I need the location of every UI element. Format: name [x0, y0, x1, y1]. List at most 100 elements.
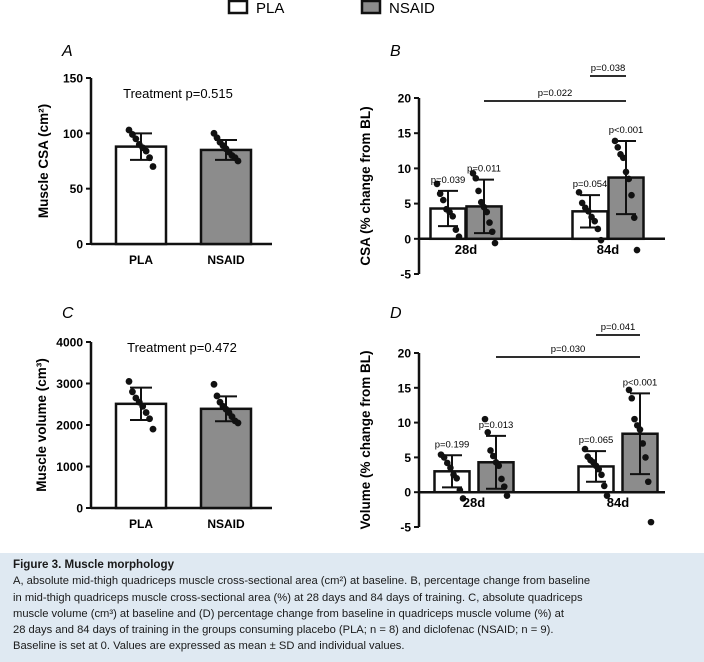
caption-body: A, absolute mid-thigh quadriceps muscle …	[13, 575, 591, 653]
bracket-p-label: p=0.030	[551, 344, 586, 355]
data-point	[619, 154, 627, 162]
x-group-label: 28d	[463, 495, 485, 510]
panel-letter-a: A	[61, 43, 73, 60]
y-axis-title: CSA (% change from BL)	[358, 106, 373, 265]
y-tick-label: 50	[70, 182, 84, 196]
data-point	[210, 380, 218, 388]
data-point	[142, 409, 150, 416]
data-point	[594, 225, 602, 233]
treatment-annotation: Treatment p=0.515	[123, 86, 233, 101]
data-point	[625, 175, 633, 183]
bar	[199, 407, 253, 510]
data-point	[149, 425, 157, 433]
data-point	[600, 482, 608, 490]
data-point	[581, 445, 589, 453]
y-tick-label: 150	[63, 72, 83, 86]
data-point	[575, 189, 583, 196]
y-axis-title: Volume (% change from BL)	[358, 350, 373, 529]
data-point	[475, 187, 482, 195]
p-value-label: p=0.054	[573, 179, 608, 190]
data-point	[146, 154, 153, 162]
data-point	[132, 135, 140, 143]
panel-c-chart: 0 1000 2000 3000 4000 Muscle volume (cm³) PLA N…	[34, 336, 272, 531]
data-point	[449, 212, 457, 220]
p-value-label: p=0.039	[431, 175, 466, 186]
data-point	[129, 388, 136, 396]
data-point	[469, 170, 477, 177]
data-point	[455, 233, 463, 240]
data-point	[459, 495, 467, 502]
data-point	[614, 143, 622, 151]
y-tick-label: 1000	[56, 460, 83, 474]
data-point	[647, 518, 655, 526]
data-point	[603, 492, 611, 499]
data-point	[630, 214, 638, 221]
legend-swatch-nsaid	[360, 0, 382, 15]
legend-swatch-pla	[227, 0, 249, 15]
data-point	[625, 386, 633, 394]
panel-d-chart: -5 0 5 10 15 20 Volume (% change from BL) p=0.1…	[358, 322, 665, 535]
p-value-label: p=0.199	[435, 439, 470, 450]
x-group-label: 28d	[455, 242, 477, 257]
x-group-label: 84d	[597, 242, 619, 257]
data-point	[578, 199, 586, 207]
x-tick-label: NSAID	[207, 517, 245, 531]
y-tick-label: 4000	[56, 336, 83, 350]
y-tick-label: 0	[404, 486, 411, 500]
p-value-label: p=0.065	[579, 435, 614, 446]
y-tick-label: 0	[404, 232, 411, 246]
data-point	[622, 168, 630, 176]
data-point	[644, 478, 652, 486]
y-tick-label: 3000	[56, 377, 83, 391]
data-point	[611, 137, 619, 145]
bracket-p-label: p=0.038	[591, 63, 626, 74]
x-tick-label: NSAID	[207, 253, 245, 267]
data-point	[234, 157, 242, 165]
bar	[114, 145, 168, 246]
y-tick-label: 5	[404, 197, 411, 211]
p-value-label: p=0.013	[479, 420, 514, 431]
p-value-label: p<0.001	[609, 125, 644, 136]
data-point	[142, 147, 150, 155]
x-tick-label: PLA	[129, 517, 153, 531]
y-tick-label: 2000	[56, 419, 83, 433]
y-tick-label: 10	[398, 162, 412, 176]
p-value-label: p=0.011	[467, 164, 501, 175]
data-point	[480, 203, 488, 211]
panel-a-chart: 0 50 100 150 Muscle CSA (cm²) PLA NSAID Treatme…	[36, 72, 272, 267]
x-group-label: 84d	[607, 495, 629, 510]
figure-caption: Figure 3. Muscle morphology A, absolute …	[0, 553, 704, 662]
data-point	[639, 440, 647, 447]
data-point	[500, 483, 508, 490]
y-tick-label: 0	[76, 502, 83, 516]
y-tick-label: -5	[400, 521, 411, 535]
bracket-p-label: p=0.041	[601, 322, 636, 333]
y-tick-label: 20	[398, 347, 412, 361]
data-point	[213, 392, 221, 400]
treatment-annotation: Treatment p=0.472	[127, 340, 237, 355]
data-point	[456, 486, 464, 494]
legend-label-nsaid: NSAID	[389, 0, 435, 17]
bar	[199, 148, 253, 246]
data-point	[453, 474, 461, 482]
data-point	[628, 394, 636, 402]
x-tick-label: PLA	[129, 253, 153, 267]
p-value-label: p<0.001	[623, 377, 658, 388]
data-point	[591, 217, 599, 225]
y-tick-label: 15	[398, 381, 412, 395]
data-point	[491, 239, 499, 247]
data-point	[489, 452, 497, 460]
data-point	[487, 447, 494, 454]
data-point	[234, 419, 242, 427]
y-tick-label: 20	[398, 92, 412, 106]
data-point	[481, 415, 489, 423]
data-point	[498, 475, 505, 483]
data-point	[631, 415, 638, 423]
y-tick-label: 15	[398, 127, 412, 141]
y-tick-label: -5	[400, 268, 411, 282]
legend: PLA NSAID	[227, 0, 435, 17]
y-tick-label: 0	[76, 238, 83, 252]
data-point	[642, 454, 649, 461]
y-axis-title: Muscle volume (cm³)	[34, 358, 49, 492]
data-point	[495, 462, 503, 470]
